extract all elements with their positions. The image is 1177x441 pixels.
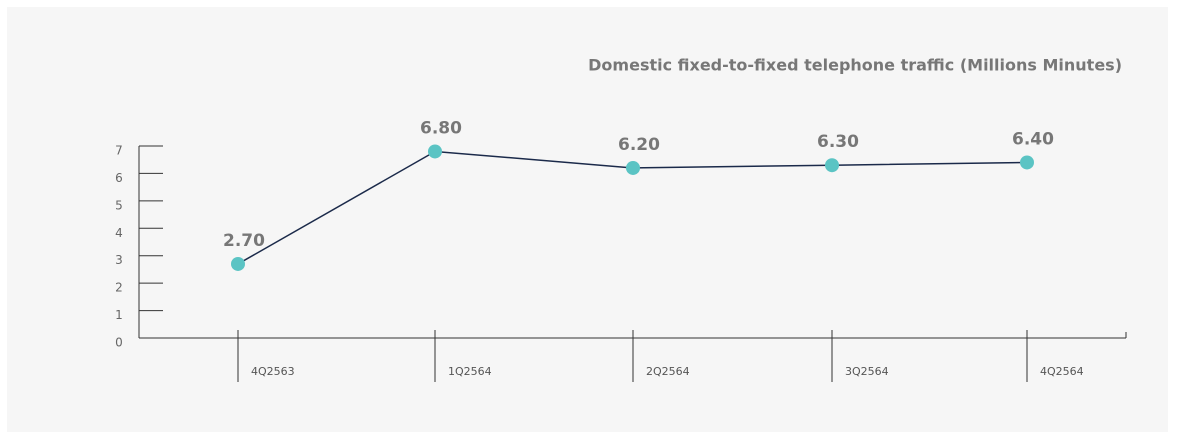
y-tick-label: 7 <box>115 144 123 158</box>
y-tick-label: 0 <box>115 336 123 350</box>
x-tick-label: 4Q2564 <box>1040 365 1084 378</box>
value-label: 6.20 <box>618 135 660 155</box>
marker <box>1020 155 1034 170</box>
y-tick-label: 2 <box>115 281 123 295</box>
panel <box>7 7 1168 432</box>
x-tick-label: 2Q2564 <box>646 365 690 378</box>
y-tick-label: 5 <box>115 198 123 212</box>
value-label: 6.30 <box>817 132 859 152</box>
x-tick-label: 3Q2564 <box>845 365 889 378</box>
marker <box>428 144 442 159</box>
y-tick-label: 6 <box>115 171 123 185</box>
chart-title: Domestic fixed-to-fixed telephone traffi… <box>588 56 1122 75</box>
y-tick-label: 4 <box>115 226 123 240</box>
value-label: 6.40 <box>1012 129 1054 149</box>
value-label: 2.70 <box>223 231 265 251</box>
marker <box>626 160 640 175</box>
y-tick-label: 1 <box>115 308 123 322</box>
y-tick-label: 3 <box>115 253 123 267</box>
marker <box>825 158 839 173</box>
x-tick-label: 1Q2564 <box>448 365 492 378</box>
x-tick-label: 4Q2563 <box>251 365 295 378</box>
value-label: 6.80 <box>420 118 462 138</box>
marker <box>231 256 245 271</box>
